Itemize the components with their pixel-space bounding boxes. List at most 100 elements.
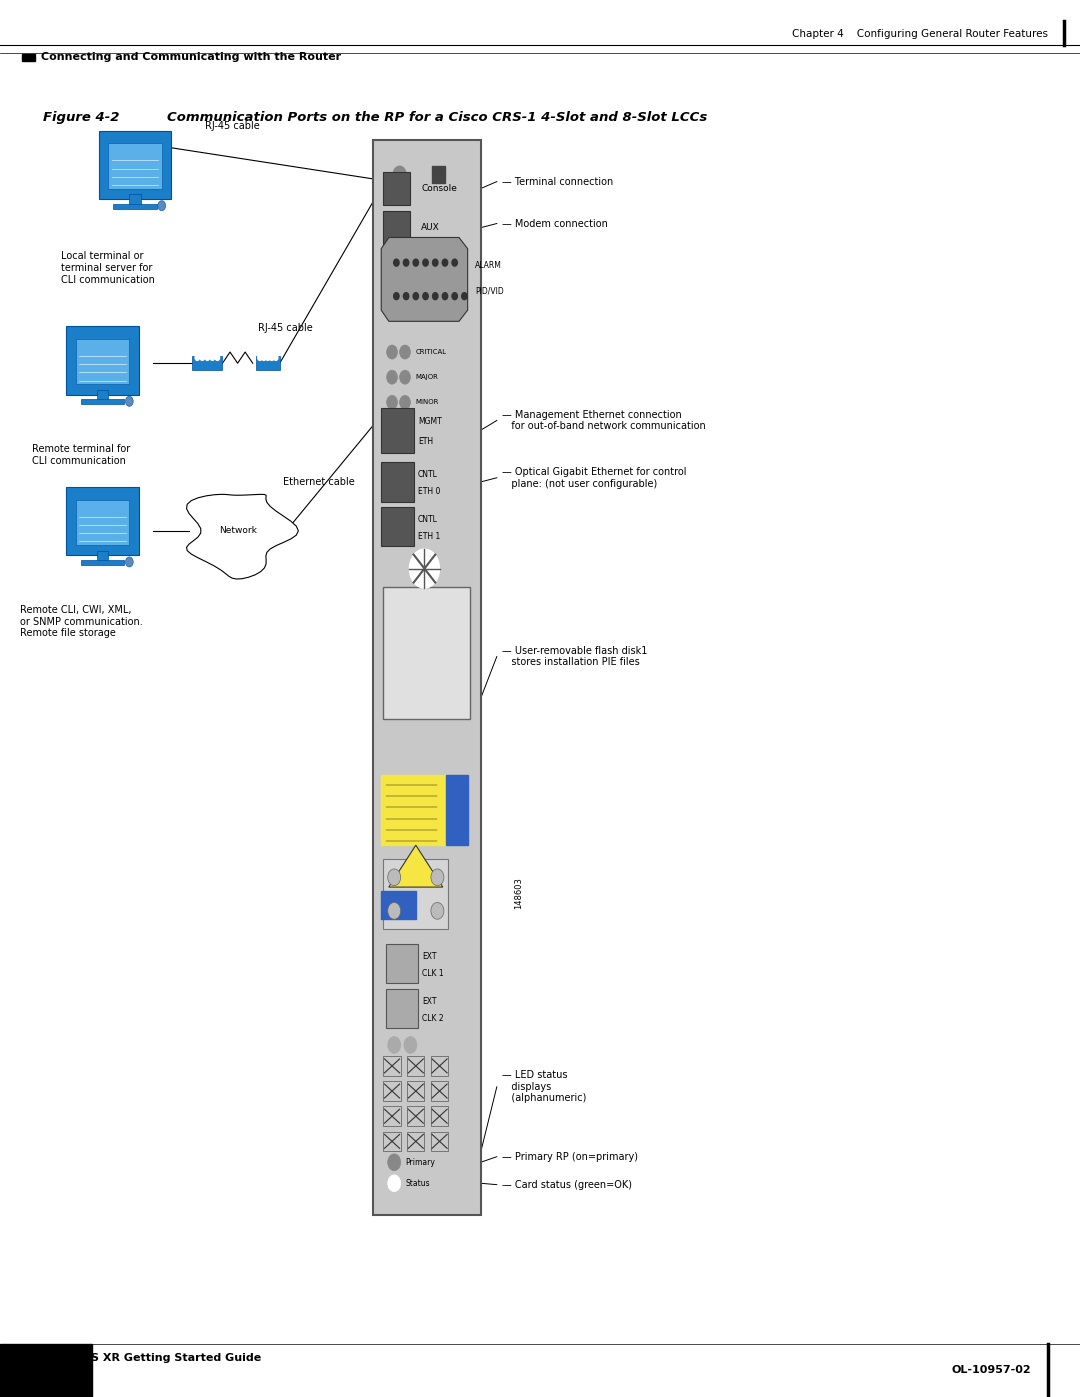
Text: 148603: 148603 [514,877,523,908]
Circle shape [404,260,408,265]
Circle shape [443,293,447,300]
FancyBboxPatch shape [99,131,171,200]
Circle shape [195,355,200,360]
Bar [383,1056,401,1076]
Text: Status: Status [405,1179,430,1187]
Text: CNTL: CNTL [418,515,437,524]
Text: AUX: AUX [421,224,440,232]
Text: CLK 2: CLK 2 [422,1014,444,1023]
FancyBboxPatch shape [381,462,414,502]
Circle shape [432,260,438,265]
Circle shape [215,355,219,360]
Bar [431,1081,448,1101]
Bar [383,859,448,929]
Text: ETH: ETH [418,437,433,446]
Bar [0,1344,92,1397]
Circle shape [258,355,262,360]
Text: — Terminal connection: — Terminal connection [502,176,613,187]
FancyBboxPatch shape [383,172,410,205]
Circle shape [423,260,428,265]
Text: MGMT: MGMT [418,418,442,426]
Circle shape [125,397,133,407]
Circle shape [387,345,397,359]
Text: 4-4: 4-4 [32,1363,58,1377]
Circle shape [388,1154,401,1171]
Text: Local terminal or
terminal server for
CLI communication: Local terminal or terminal server for CL… [62,251,154,285]
Circle shape [205,355,210,360]
Text: — Management Ethernet connection
   for out-of-band network communication: — Management Ethernet connection for out… [502,409,706,432]
Text: Communication Ports on the RP for a Cisco CRS-1 4-Slot and 8-Slot LCCs: Communication Ports on the RP for a Cisc… [167,110,707,124]
Bar [97,550,108,562]
Text: EXT: EXT [422,953,436,961]
Circle shape [273,355,278,360]
Bar [383,1081,401,1101]
Bar [97,390,108,401]
Circle shape [125,557,133,567]
FancyBboxPatch shape [67,488,138,556]
Text: Cisco IOS XR Getting Started Guide: Cisco IOS XR Getting Started Guide [41,1352,261,1363]
Bar [431,1106,448,1126]
Circle shape [462,293,467,300]
Circle shape [409,549,440,588]
FancyBboxPatch shape [76,339,130,384]
Text: CNTL: CNTL [418,471,437,479]
Text: CRITICAL: CRITICAL [416,349,447,355]
Polygon shape [389,845,443,887]
Circle shape [453,260,458,265]
Bar [130,194,140,205]
Text: CARD: CARD [418,673,444,682]
Circle shape [388,1037,401,1053]
Bar [256,356,280,370]
Text: PC: PC [418,652,430,661]
Circle shape [388,869,401,886]
Text: OL-10957-02: OL-10957-02 [951,1365,1031,1376]
FancyBboxPatch shape [381,408,414,453]
Text: RJ-45 cable: RJ-45 cable [205,120,259,131]
FancyBboxPatch shape [381,507,414,546]
Text: ALARM: ALARM [475,261,502,270]
Bar [381,891,416,919]
Text: — Modem connection: — Modem connection [502,218,608,229]
Bar [431,1132,448,1151]
Circle shape [394,293,400,300]
Bar [22,54,35,60]
Text: — Optical Gigabit Ethernet for control
   plane: (not user configurable): — Optical Gigabit Ethernet for control p… [502,467,687,489]
FancyBboxPatch shape [386,944,418,983]
Text: Figure 4-2: Figure 4-2 [43,110,120,124]
FancyBboxPatch shape [76,500,130,545]
Text: ESD: ESD [394,902,405,908]
Text: Remote CLI, CWI, XML,
or SNMP communication.
Remote file storage: Remote CLI, CWI, XML, or SNMP communicat… [19,605,143,638]
Text: ETH 1: ETH 1 [418,532,441,541]
Circle shape [453,293,458,300]
Bar [431,1056,448,1076]
Text: Ethernet cable: Ethernet cable [283,476,354,488]
Circle shape [388,902,401,919]
Bar [192,356,222,370]
Text: — User-removable flash disk1
   stores installation PIE files: — User-removable flash disk1 stores inst… [502,645,648,668]
Bar [407,1132,424,1151]
FancyBboxPatch shape [386,989,418,1028]
Text: !: ! [414,868,418,879]
FancyBboxPatch shape [373,140,481,1215]
Circle shape [443,260,447,265]
Circle shape [400,395,410,409]
Bar [22,1350,35,1368]
Bar [407,1081,424,1101]
Text: PID/VID: PID/VID [475,286,504,295]
Text: — Card status (green=OK): — Card status (green=OK) [502,1179,632,1190]
Circle shape [400,345,410,359]
Circle shape [414,293,419,300]
Circle shape [400,370,410,384]
Circle shape [423,293,428,300]
Text: Connecting and Communicating with the Router: Connecting and Communicating with the Ro… [41,52,341,63]
Text: Network: Network [218,527,257,535]
Circle shape [387,395,397,409]
Bar [432,166,445,183]
Circle shape [270,355,274,360]
Circle shape [404,293,408,300]
FancyBboxPatch shape [383,211,410,244]
Circle shape [431,902,444,919]
Text: EXT: EXT [422,997,436,1006]
Text: — LED status
   displays
   (alphanumeric): — LED status displays (alphanumeric) [502,1070,586,1104]
Bar [81,400,124,405]
